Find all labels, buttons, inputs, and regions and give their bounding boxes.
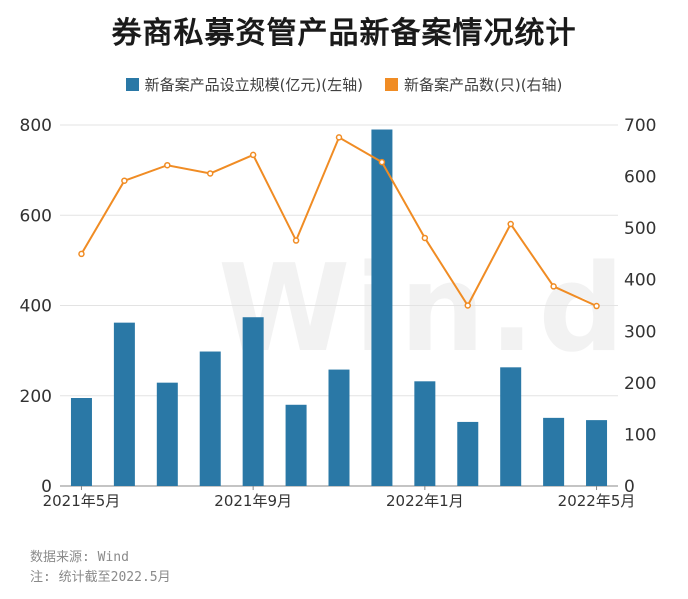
bar xyxy=(242,317,264,486)
watermark: Win.d xyxy=(218,240,629,379)
y-right-tick-label: 700 xyxy=(624,116,656,136)
y-left-tick-label: 800 xyxy=(20,116,52,136)
y-right-tick-label: 300 xyxy=(624,322,656,342)
bar xyxy=(328,369,350,486)
bar xyxy=(457,421,479,486)
bar xyxy=(414,381,436,486)
source-note: 数据来源: Wind xyxy=(30,550,129,565)
y-right-tick-label: 100 xyxy=(624,425,656,445)
line-point xyxy=(507,220,514,228)
bar xyxy=(70,398,92,486)
x-tick-label: 2022年1月 xyxy=(386,492,464,510)
y-right-tick-label: 0 xyxy=(624,477,635,497)
line-point xyxy=(206,170,214,177)
line-point xyxy=(335,134,343,141)
chart-title: 券商私募资管产品新备案情况统计 xyxy=(111,16,577,51)
line-point xyxy=(550,283,557,290)
legend-label-line: 新备案产品数(只)(右轴) xyxy=(404,76,563,94)
x-tick-label: 2021年9月 xyxy=(214,492,292,510)
bar xyxy=(113,322,135,486)
line-point xyxy=(378,158,386,166)
y-right-tick-label: 500 xyxy=(624,219,656,239)
bar xyxy=(543,417,565,486)
y-left-tick-label: 600 xyxy=(20,206,52,226)
line-point xyxy=(121,177,128,184)
line-point xyxy=(249,151,257,159)
bar xyxy=(500,367,522,486)
legend-item-line: 新备案产品数(只)(右轴) xyxy=(385,74,562,95)
x-tick-label: 2022年5月 xyxy=(558,492,636,510)
legend-item-bar: 新备案产品设立规模(亿元)(左轴) xyxy=(125,74,363,95)
line-point xyxy=(593,302,600,310)
line-point xyxy=(78,250,85,258)
line-point xyxy=(292,237,300,244)
line-point xyxy=(164,161,171,169)
y-right-tick-label: 600 xyxy=(624,168,656,188)
y-left-tick-label: 200 xyxy=(20,387,52,407)
y-left-tick-label: 400 xyxy=(20,297,52,317)
bar xyxy=(586,420,608,486)
legend-swatch-line xyxy=(385,78,398,91)
y-right-tick-label: 200 xyxy=(624,374,656,394)
legend: 新备案产品设立规模(亿元)(左轴) 新备案产品数(只)(右轴) xyxy=(0,74,688,95)
bar xyxy=(199,351,221,486)
line-series xyxy=(80,135,597,308)
bar xyxy=(371,129,393,486)
line-point xyxy=(421,234,429,242)
footnote: 注: 统计截至2022.5月 xyxy=(30,570,171,585)
bar xyxy=(156,382,178,486)
line-point xyxy=(464,302,472,309)
bar xyxy=(285,404,307,486)
y-right-tick-label: 400 xyxy=(624,271,656,291)
x-tick-label: 2021年5月 xyxy=(43,492,121,510)
legend-swatch-bar xyxy=(125,78,139,91)
y-left-tick-label: 0 xyxy=(41,477,52,497)
legend-label-bar: 新备案产品设立规模(亿元)(左轴) xyxy=(144,76,363,94)
